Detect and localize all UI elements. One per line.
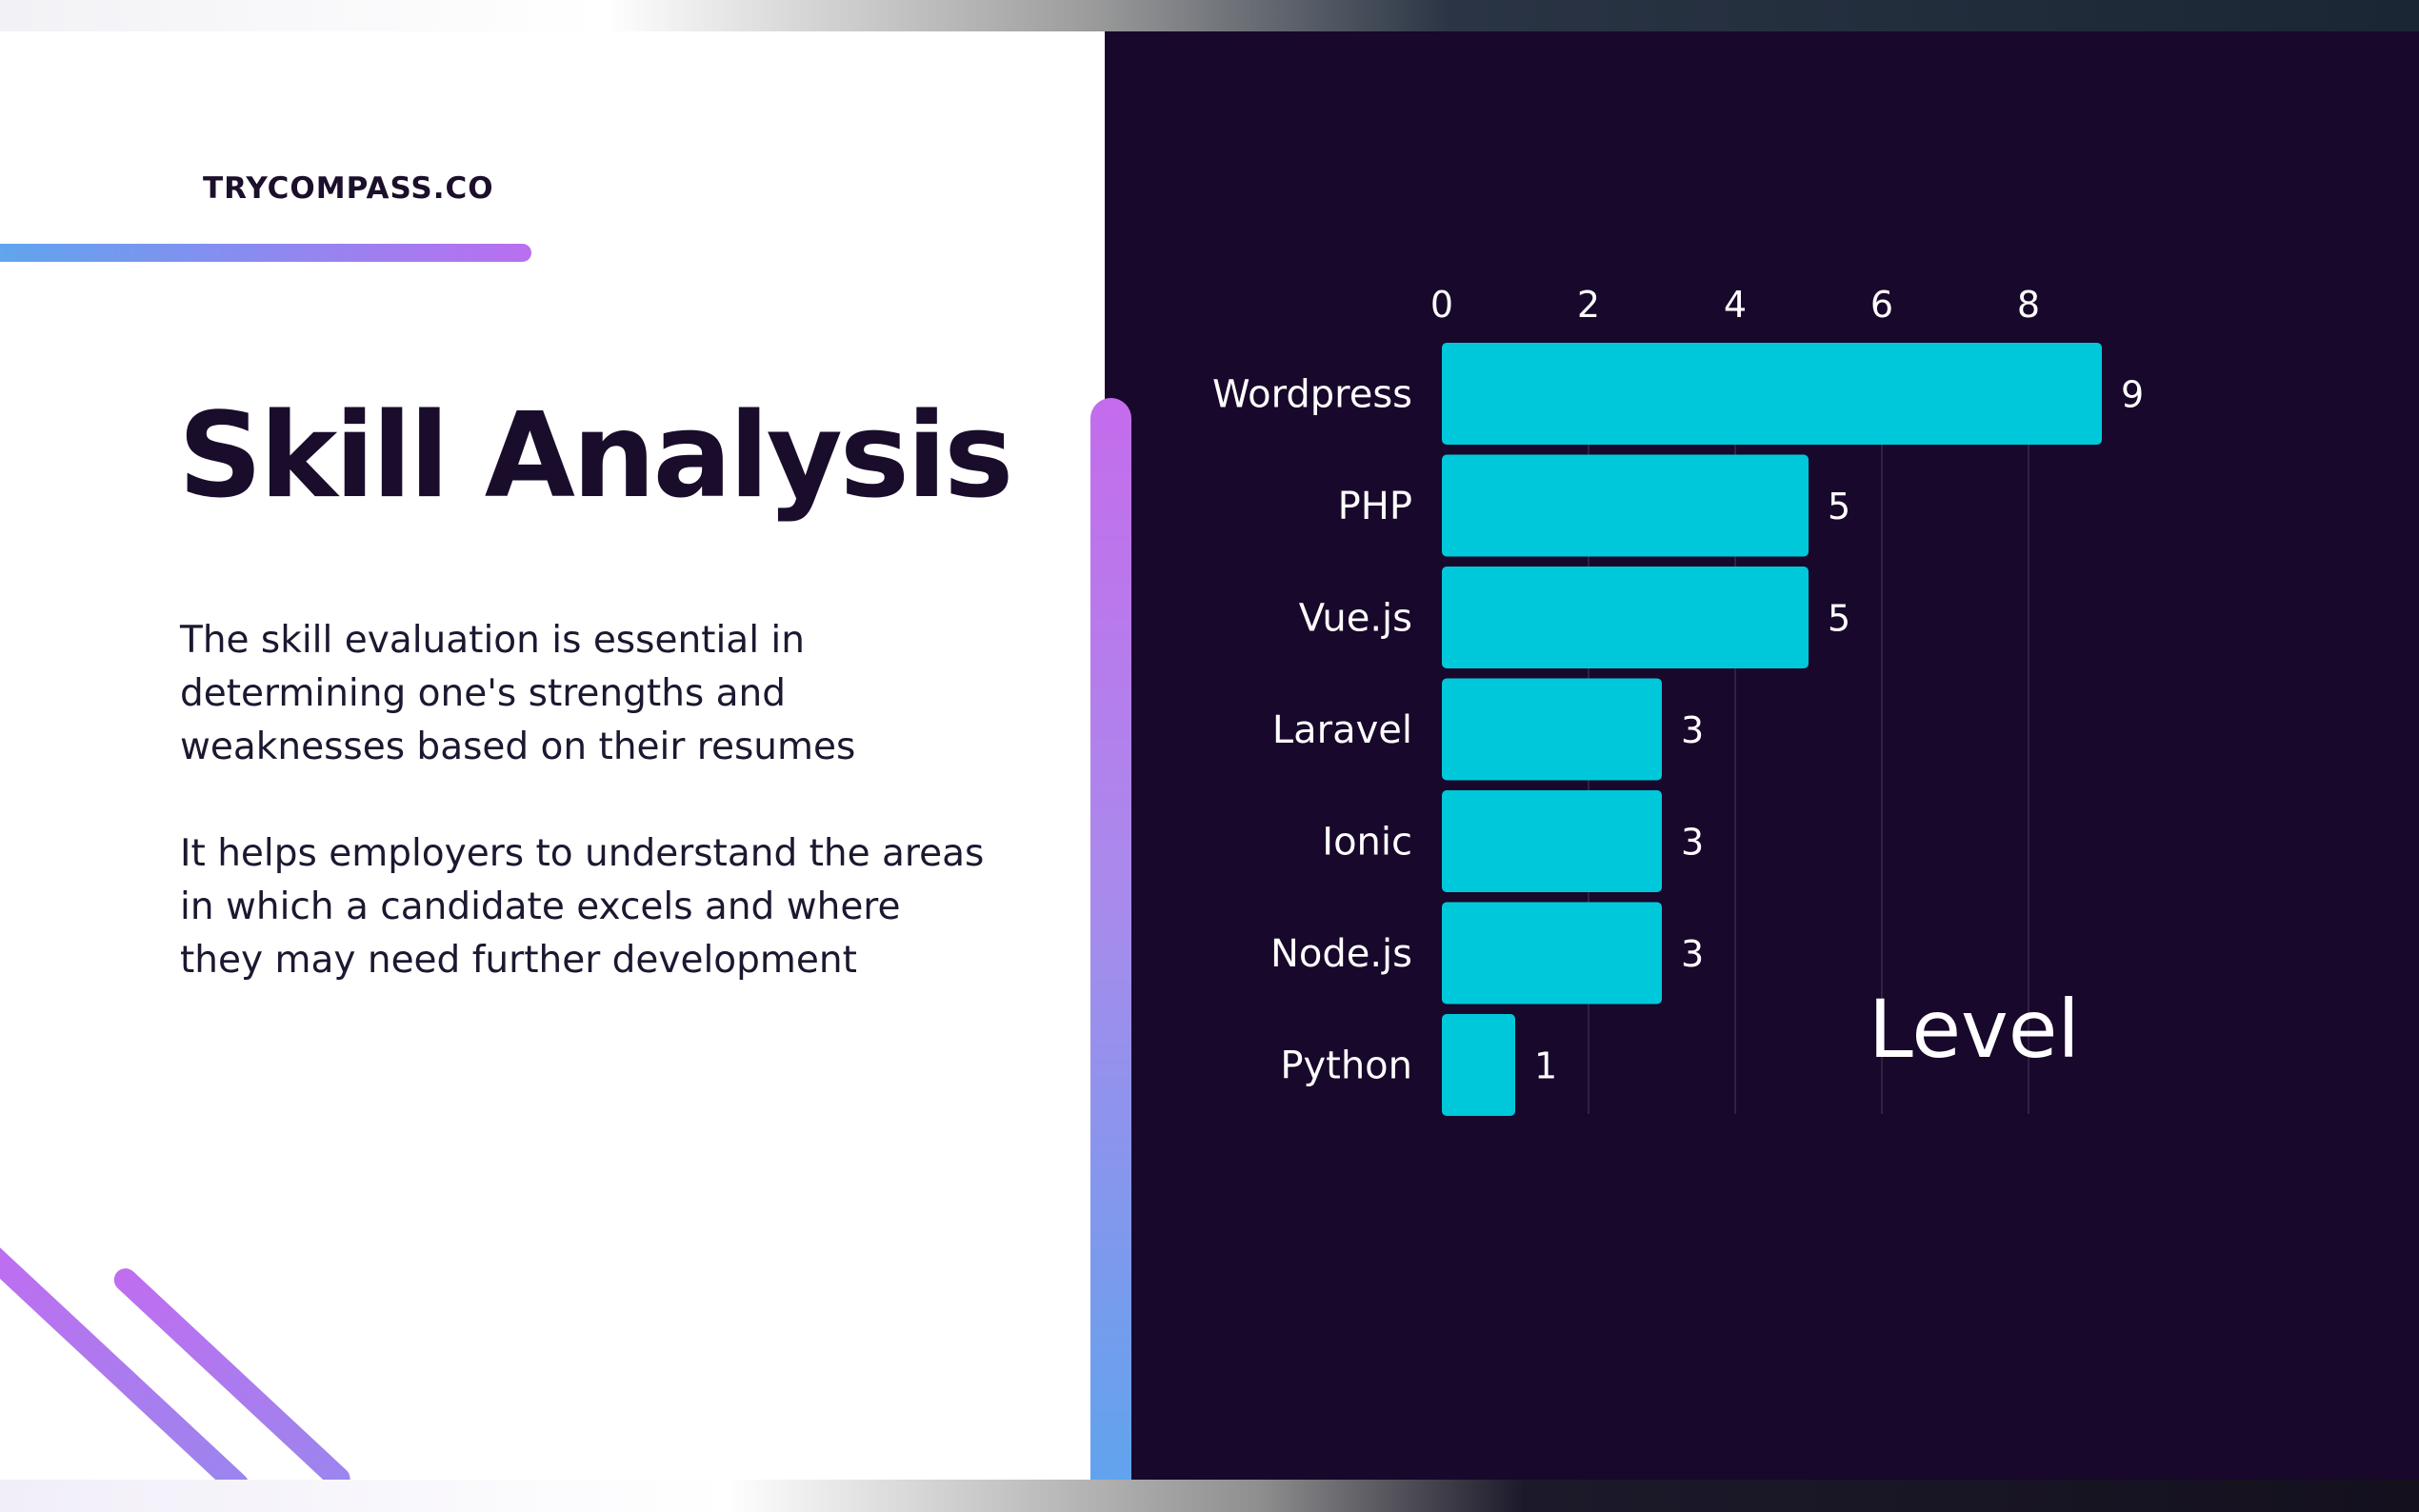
x-tick-label: 4	[1724, 284, 1747, 326]
x-tick-label: 8	[2017, 284, 2040, 326]
left-panel	[0, 31, 1105, 1480]
value-label: 5	[1828, 598, 1850, 640]
chart-panel	[1105, 31, 2419, 1480]
brand-underline	[0, 244, 531, 262]
divider-accent-bar	[1090, 398, 1131, 1502]
top-strip	[0, 0, 2419, 31]
x-tick-label: 2	[1577, 284, 1600, 326]
brand-name: TRYCOMPASS.CO	[203, 171, 494, 206]
x-tick-label: 6	[1870, 284, 1893, 326]
category-label: Python	[1280, 1044, 1412, 1088]
bar-ionic	[1442, 790, 1662, 892]
bar-node-js	[1442, 902, 1662, 1005]
category-label: Ionic	[1322, 821, 1412, 865]
description-paragraph-2: It helps employers to understand the are…	[180, 832, 985, 982]
value-label: 3	[1681, 822, 1704, 864]
page-title: Skill Analysis	[178, 388, 1013, 525]
bar-wordpress	[1442, 343, 2102, 445]
bar-php	[1442, 454, 1809, 557]
category-label: Laravel	[1272, 708, 1412, 752]
value-label: 1	[1534, 1045, 1557, 1087]
value-label: 3	[1681, 709, 1704, 751]
bottom-strip	[0, 1480, 2419, 1512]
value-label: 3	[1681, 933, 1704, 975]
category-label: Node.js	[1270, 932, 1412, 976]
value-label: 5	[1828, 486, 1850, 527]
value-label: 9	[2121, 374, 2144, 416]
bar-laravel	[1442, 678, 1662, 781]
bar-python	[1442, 1014, 1515, 1116]
category-label: Wordpress	[1212, 373, 1412, 417]
x-tick-label: 0	[1430, 284, 1453, 326]
category-label: PHP	[1338, 485, 1412, 528]
category-label: Vue.js	[1299, 597, 1412, 641]
description-paragraph-1: The skill evaluation is essential in det…	[180, 619, 856, 768]
axis-label-level: Level	[1869, 983, 2080, 1076]
bar-vue-js	[1442, 567, 1809, 668]
